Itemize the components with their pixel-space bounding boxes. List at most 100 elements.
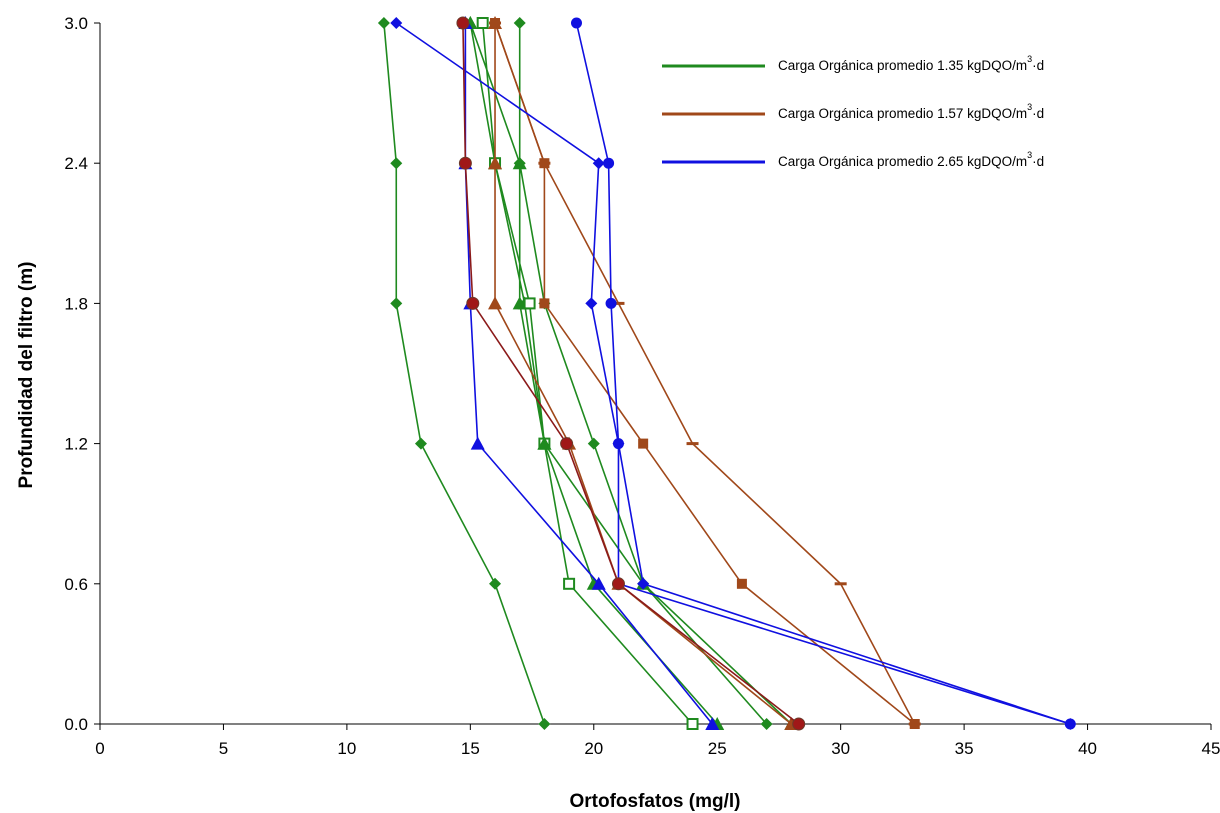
data-point <box>458 156 472 170</box>
y-axis-title: Profundidad del filtro (m) <box>16 262 37 489</box>
data-point <box>686 718 699 730</box>
data-series <box>377 17 551 730</box>
legend-label-text: Carga Orgánica promedio 1.57 kgDQO/m <box>778 106 1027 121</box>
series-layer <box>377 16 1077 731</box>
legend-label-sup: 3 <box>1027 102 1032 112</box>
series-line <box>469 22 718 725</box>
data-point <box>489 577 502 590</box>
data-series <box>390 17 1077 730</box>
y-tick-label: 0.0 <box>64 715 88 734</box>
legend-label-text: Carga Orgánica promedio 1.35 kgDQO/m <box>778 58 1027 73</box>
data-point <box>539 298 550 309</box>
data-point <box>488 16 503 29</box>
data-series <box>570 17 1076 730</box>
data-point <box>560 437 574 451</box>
legend-item: Carga Orgánica promedio 1.57 kgDQO/m3·d <box>662 102 1044 121</box>
legend-label-tail: ·d <box>1032 154 1044 169</box>
data-series <box>458 16 720 730</box>
data-series <box>490 18 920 729</box>
data-point <box>488 296 503 310</box>
x-tick-label: 35 <box>955 739 974 758</box>
plot-area: 0 5 10 15 20 25 30 35 40 45 0.0 0.6 1.2 1.8 2.4 3.0 <box>64 14 1220 758</box>
series-line <box>395 22 1071 725</box>
data-point <box>476 17 489 29</box>
x-tick-label: 0 <box>95 739 104 758</box>
data-point <box>760 718 773 730</box>
data-series <box>489 21 921 726</box>
x-tick-label: 5 <box>219 739 228 758</box>
x-tick-label: 20 <box>584 739 603 758</box>
legend-item: Carga Orgánica promedio 2.65 kgDQO/m3·d <box>662 150 1044 169</box>
y-tick-label: 1.2 <box>64 435 88 454</box>
series-line <box>494 22 916 725</box>
data-series <box>476 17 699 730</box>
series-line <box>481 22 694 725</box>
legend-label-sup: 3 <box>1027 54 1032 64</box>
data-point <box>592 157 605 170</box>
data-point <box>538 718 551 730</box>
data-point <box>513 17 526 29</box>
series-line <box>494 22 916 725</box>
data-point <box>523 297 536 310</box>
data-point <box>537 436 552 450</box>
data-point <box>603 157 615 169</box>
data-point <box>414 437 427 450</box>
data-point <box>390 17 403 29</box>
x-tick-label: 30 <box>831 739 850 758</box>
data-point <box>390 297 403 310</box>
data-point <box>638 438 649 449</box>
data-point <box>612 438 624 450</box>
legend-item: Carga Orgánica promedio 1.35 kgDQO/m3·d <box>662 54 1044 73</box>
y-tick-label: 2.4 <box>64 154 88 173</box>
data-point <box>591 576 606 590</box>
data-point <box>585 297 598 310</box>
data-point <box>611 577 625 591</box>
data-point <box>390 157 403 170</box>
data-series <box>456 16 806 731</box>
y-tick-label: 3.0 <box>64 14 88 33</box>
legend-label-text: Carga Orgánica promedio 2.65 kgDQO/m <box>778 154 1027 169</box>
legend-label: Carga Orgánica promedio 1.35 kgDQO/m3·d <box>778 54 1044 73</box>
series-line <box>383 22 546 725</box>
data-point <box>488 156 503 170</box>
data-point <box>470 436 485 450</box>
data-point <box>736 578 747 589</box>
y-tick-label: 1.8 <box>64 294 88 313</box>
x-tick-label: 25 <box>708 739 727 758</box>
data-point <box>377 17 390 29</box>
data-point <box>563 577 576 590</box>
y-tick-label: 0.6 <box>64 575 88 594</box>
series-line <box>462 22 800 725</box>
data-point <box>637 577 650 590</box>
series-line <box>469 22 792 725</box>
legend-label-tail: ·d <box>1032 106 1044 121</box>
legend: Carga Orgánica promedio 1.35 kgDQO/m3·d … <box>662 54 1044 169</box>
x-tick-label: 10 <box>337 739 356 758</box>
data-point <box>512 156 527 170</box>
x-tick-label: 15 <box>461 739 480 758</box>
data-point <box>705 717 720 730</box>
legend-label-tail: ·d <box>1032 58 1044 73</box>
legend-label-sup: 3 <box>1027 150 1032 160</box>
data-point <box>605 297 617 309</box>
data-point <box>587 437 600 450</box>
series-line <box>575 22 1071 725</box>
series-line <box>518 23 768 725</box>
x-tick-label: 45 <box>1202 739 1220 758</box>
series-line <box>464 23 713 725</box>
series-line <box>494 23 792 725</box>
data-point <box>570 17 582 29</box>
data-point <box>512 296 527 310</box>
data-series <box>513 17 773 730</box>
legend-label: Carga Orgánica promedio 1.57 kgDQO/m3·d <box>778 102 1044 121</box>
data-point <box>792 717 806 731</box>
data-point <box>466 296 480 310</box>
data-point <box>456 16 470 30</box>
y-axis-ticks: 0.0 0.6 1.2 1.8 2.4 3.0 <box>64 14 100 734</box>
x-axis-ticks: 0 5 10 15 20 25 30 35 40 45 <box>95 724 1220 758</box>
x-tick-label: 40 <box>1078 739 1097 758</box>
x-axis-title: Ortofosfatos (mg/l) <box>570 791 741 812</box>
legend-label: Carga Orgánica promedio 2.65 kgDQO/m3·d <box>778 150 1044 169</box>
data-point <box>1064 718 1076 730</box>
